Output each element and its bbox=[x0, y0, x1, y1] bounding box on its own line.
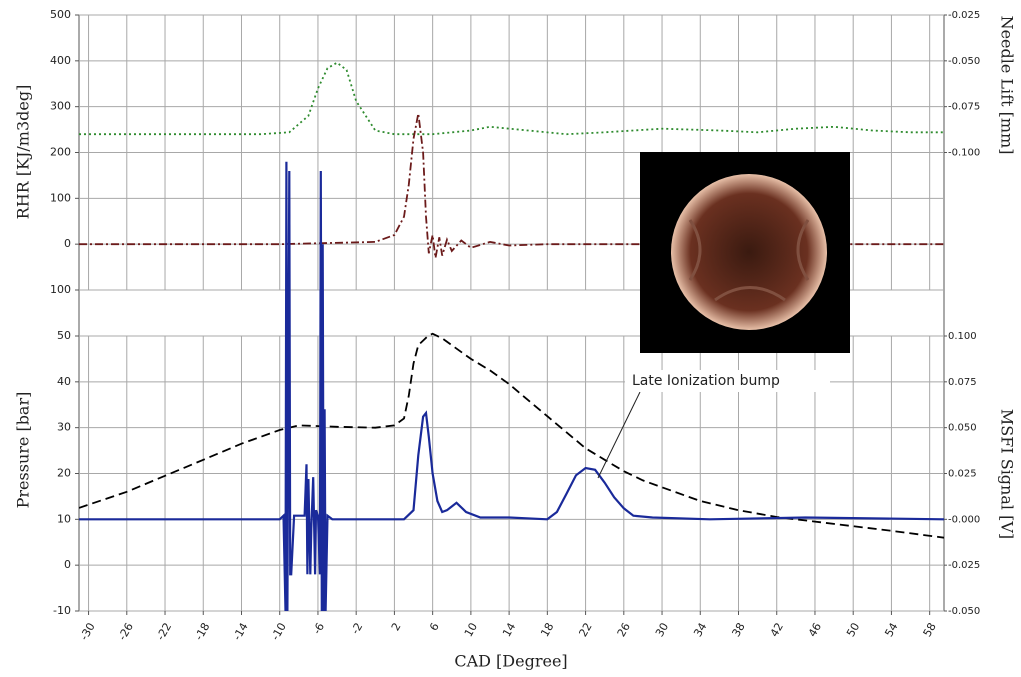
x-tick-label: 14 bbox=[500, 621, 518, 640]
y-tick-label: 100 bbox=[50, 283, 71, 296]
x-tick-label: -2 bbox=[349, 621, 366, 637]
series-line bbox=[79, 113, 944, 259]
y-tick-label: 0 bbox=[64, 237, 71, 250]
x-tick-label: -6 bbox=[310, 620, 327, 636]
annotation-pointer bbox=[597, 391, 641, 479]
x-tick-label: -30 bbox=[78, 621, 98, 643]
y-tick-label: 300 bbox=[50, 100, 71, 113]
x-tick-label: 54 bbox=[882, 621, 900, 640]
photo-detail bbox=[688, 219, 810, 302]
x-tick-label: -18 bbox=[192, 621, 212, 643]
y-tick-label: 0 bbox=[64, 558, 71, 571]
series-layer bbox=[79, 61, 944, 611]
y-tick-label: 50 bbox=[57, 329, 71, 342]
y2-tick-label: -0.100 bbox=[948, 148, 980, 159]
x-tick-label: 58 bbox=[921, 621, 939, 640]
y2-tick-label: -0.025 bbox=[948, 10, 980, 21]
x-tick-label: 18 bbox=[538, 621, 556, 640]
x-tick-label: 46 bbox=[806, 621, 824, 640]
y2-tick-label: -0.050 bbox=[948, 606, 980, 617]
y-tick-label: 30 bbox=[57, 421, 71, 434]
y2-tick-label: -0.050 bbox=[948, 56, 980, 67]
x-tick-label: 34 bbox=[691, 621, 709, 640]
x-axis-label: CAD [Degree] bbox=[454, 652, 567, 671]
y-tick-label: -10 bbox=[53, 604, 71, 617]
y2-tick-label: -0.000 bbox=[948, 514, 980, 525]
series-line bbox=[79, 161, 944, 611]
y-tick-label: 20 bbox=[57, 467, 71, 480]
y2-tick-label: 0.100 bbox=[948, 331, 977, 342]
inset-photo bbox=[640, 152, 850, 353]
x-tick-label: 2 bbox=[389, 621, 404, 634]
annotation-bg bbox=[625, 370, 830, 392]
x-tick-label: 42 bbox=[768, 621, 786, 640]
y-tick-label: 400 bbox=[50, 54, 71, 67]
y-tick-label: 10 bbox=[57, 512, 71, 525]
y-tick-label: 200 bbox=[50, 146, 71, 159]
x-tick-label: -14 bbox=[230, 621, 250, 643]
y2-tick-label: 0.075 bbox=[948, 377, 977, 388]
x-tick-label: 30 bbox=[653, 621, 671, 640]
photo-chamber bbox=[671, 174, 827, 330]
y-tick-label: 100 bbox=[50, 191, 71, 204]
annotation: Late Ionization bump bbox=[632, 373, 780, 389]
y2-axis-label: MSFI Signal [V] bbox=[998, 409, 1017, 539]
x-tick-label: 26 bbox=[615, 621, 633, 640]
x-tick-label: 50 bbox=[844, 621, 862, 640]
y-tick-label: 500 bbox=[50, 8, 71, 21]
y2-tick-label: -0.025 bbox=[948, 560, 980, 571]
x-tick-label: 6 bbox=[427, 621, 442, 634]
x-tick-label: 38 bbox=[729, 621, 747, 640]
y2-axis-label: Needle Lift [mm] bbox=[998, 16, 1017, 155]
x-tick-label: -22 bbox=[154, 621, 174, 643]
y2-tick-label: -0.075 bbox=[948, 102, 980, 113]
x-tick-label: 22 bbox=[577, 621, 595, 640]
y-tick-label: 40 bbox=[57, 375, 71, 388]
y-axis-label: RHR [KJ/m3deg] bbox=[14, 85, 33, 220]
x-tick-label: -26 bbox=[116, 621, 136, 643]
y-axis-label: Pressure [bar] bbox=[14, 392, 33, 509]
y2-tick-label: 0.025 bbox=[948, 469, 977, 480]
x-tick-label: -10 bbox=[269, 621, 289, 643]
x-tick-label: 10 bbox=[462, 621, 480, 640]
y2-tick-label: 0.050 bbox=[948, 423, 977, 434]
